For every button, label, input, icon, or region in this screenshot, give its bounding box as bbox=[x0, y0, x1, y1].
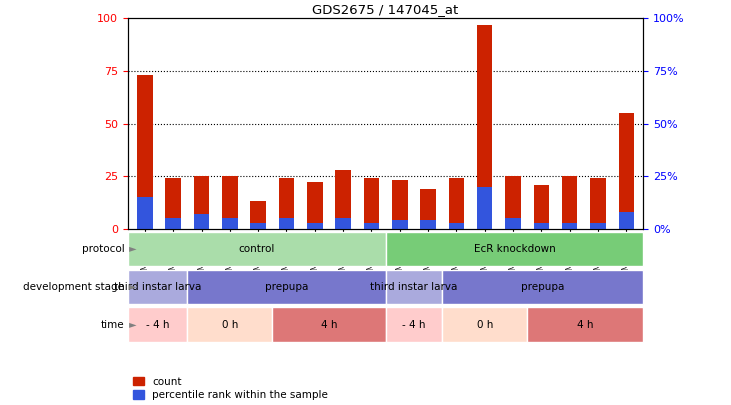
Bar bbox=[534, 222, 549, 229]
Bar bbox=[336, 170, 351, 229]
Bar bbox=[562, 222, 577, 229]
Bar bbox=[336, 218, 351, 229]
Bar bbox=[251, 222, 266, 229]
Text: 4 h: 4 h bbox=[321, 320, 337, 330]
Text: - 4 h: - 4 h bbox=[146, 320, 170, 330]
Text: - 4 h: - 4 h bbox=[402, 320, 425, 330]
Text: EcR knockdown: EcR knockdown bbox=[474, 244, 556, 254]
Bar bbox=[137, 75, 153, 229]
Bar bbox=[590, 222, 606, 229]
Bar bbox=[386, 307, 442, 342]
Bar bbox=[618, 212, 634, 229]
Bar bbox=[273, 307, 386, 342]
Bar bbox=[251, 201, 266, 229]
Bar bbox=[420, 189, 436, 229]
Bar bbox=[442, 270, 643, 304]
Text: ►: ► bbox=[126, 282, 137, 292]
Bar bbox=[590, 178, 606, 229]
Bar bbox=[165, 178, 181, 229]
Bar bbox=[449, 222, 464, 229]
Bar bbox=[307, 183, 322, 229]
Text: development stage: development stage bbox=[23, 282, 124, 292]
Bar bbox=[363, 178, 379, 229]
Bar bbox=[449, 178, 464, 229]
Bar bbox=[477, 25, 493, 229]
Bar bbox=[505, 176, 520, 229]
Bar bbox=[527, 307, 643, 342]
Bar bbox=[194, 214, 209, 229]
Text: time: time bbox=[101, 320, 124, 330]
Text: prepupa: prepupa bbox=[265, 282, 308, 292]
Bar bbox=[392, 220, 408, 229]
Text: ►: ► bbox=[126, 320, 137, 330]
Text: third instar larva: third instar larva bbox=[370, 282, 458, 292]
Bar bbox=[128, 232, 386, 266]
Bar bbox=[137, 197, 153, 229]
Bar bbox=[392, 180, 408, 229]
Bar bbox=[562, 176, 577, 229]
Bar bbox=[165, 218, 181, 229]
Bar bbox=[386, 232, 643, 266]
Bar bbox=[222, 176, 238, 229]
Text: ►: ► bbox=[126, 244, 137, 254]
Text: 4 h: 4 h bbox=[577, 320, 594, 330]
Legend: count, percentile rank within the sample: count, percentile rank within the sample bbox=[133, 377, 327, 400]
Bar bbox=[477, 187, 493, 229]
Bar bbox=[618, 113, 634, 229]
Text: 0 h: 0 h bbox=[221, 320, 238, 330]
Bar bbox=[386, 270, 442, 304]
Bar bbox=[187, 307, 273, 342]
Bar bbox=[442, 307, 527, 342]
Bar bbox=[128, 307, 187, 342]
Bar bbox=[187, 270, 386, 304]
Bar bbox=[279, 178, 295, 229]
Bar bbox=[363, 222, 379, 229]
Title: GDS2675 / 147045_at: GDS2675 / 147045_at bbox=[312, 3, 459, 16]
Text: protocol: protocol bbox=[82, 244, 124, 254]
Text: control: control bbox=[238, 244, 275, 254]
Bar bbox=[534, 185, 549, 229]
Bar bbox=[222, 218, 238, 229]
Text: third instar larva: third instar larva bbox=[114, 282, 201, 292]
Bar bbox=[420, 220, 436, 229]
Bar bbox=[279, 218, 295, 229]
Bar bbox=[128, 270, 187, 304]
Bar bbox=[307, 222, 322, 229]
Bar bbox=[505, 218, 520, 229]
Bar bbox=[194, 176, 209, 229]
Text: prepupa: prepupa bbox=[521, 282, 564, 292]
Text: 0 h: 0 h bbox=[477, 320, 493, 330]
